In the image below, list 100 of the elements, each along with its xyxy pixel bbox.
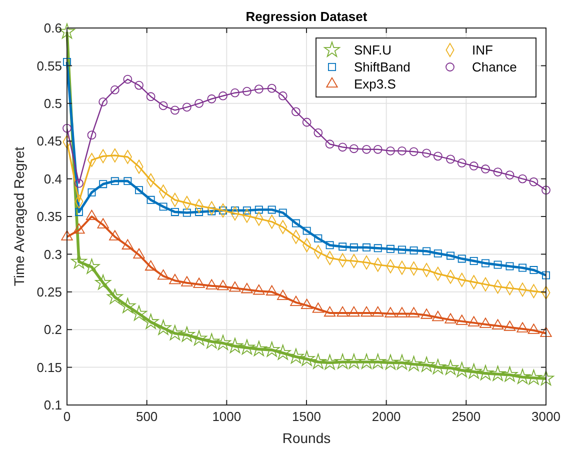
point [350, 243, 358, 252]
point [382, 354, 398, 370]
point [250, 340, 267, 356]
point [88, 188, 96, 196]
point [410, 246, 418, 254]
point [278, 91, 288, 100]
point [518, 264, 527, 272]
point [529, 177, 538, 186]
point [334, 354, 351, 369]
point [434, 249, 442, 258]
point [542, 271, 550, 280]
point [348, 306, 360, 317]
y-tick-label: 0.1 [44, 398, 62, 413]
point [195, 208, 204, 216]
point [458, 254, 466, 263]
point [538, 370, 554, 386]
point [194, 98, 204, 108]
point [478, 364, 494, 380]
point [95, 274, 112, 290]
point [526, 370, 542, 385]
point [408, 307, 420, 318]
point [204, 333, 220, 349]
point [430, 358, 446, 374]
point [456, 314, 468, 325]
point [182, 102, 192, 112]
point [182, 208, 191, 217]
point [314, 234, 322, 242]
point [193, 278, 205, 288]
point [157, 269, 170, 280]
point [418, 356, 435, 372]
point [322, 354, 338, 370]
y-tick-label: 0.3 [44, 246, 62, 262]
point [516, 322, 528, 332]
point [145, 260, 157, 271]
point [230, 88, 240, 98]
point [420, 308, 432, 319]
point [490, 366, 506, 381]
point [229, 281, 241, 292]
point [494, 260, 502, 269]
point [396, 307, 408, 318]
y-tick-label: 0.4 [44, 171, 62, 186]
x-tick-label: 0 [63, 409, 71, 424]
x-tick-label: 3000 [532, 409, 560, 424]
point [86, 210, 98, 220]
point [206, 279, 218, 290]
point [242, 206, 251, 214]
point [442, 360, 458, 375]
point [298, 350, 315, 366]
point [302, 226, 311, 235]
point [290, 296, 302, 306]
x-tick-label: 1000 [212, 409, 242, 424]
point [504, 320, 516, 331]
point [469, 162, 478, 170]
point [241, 282, 253, 294]
point [432, 310, 444, 322]
point [181, 276, 193, 286]
point [178, 326, 195, 342]
point [120, 298, 136, 314]
point [454, 362, 470, 378]
point [218, 91, 228, 100]
y-tick-label: 0.55 [36, 58, 62, 74]
y-axis-title: Time Averaged Regret [11, 146, 27, 286]
point [492, 319, 504, 330]
y-tick-label: 0.2 [44, 322, 62, 338]
point [325, 140, 334, 149]
point [146, 196, 155, 204]
point [278, 208, 287, 217]
point [97, 218, 109, 228]
point [302, 118, 312, 127]
point [502, 366, 518, 382]
point [481, 164, 490, 174]
point [457, 158, 466, 168]
legend-label: Exp3.S [354, 76, 396, 92]
point [73, 223, 85, 234]
point [169, 274, 181, 284]
point [338, 242, 347, 251]
point [386, 146, 395, 156]
x-tick-label: 500 [136, 409, 158, 424]
point [466, 363, 482, 379]
point [106, 288, 123, 304]
point [506, 262, 514, 270]
y-tick-label: 0.45 [36, 134, 62, 149]
point [300, 298, 313, 310]
point [384, 307, 396, 318]
point [134, 80, 144, 90]
x-tick-label: 1500 [292, 409, 321, 424]
point [62, 124, 72, 133]
point [422, 148, 432, 158]
point [99, 180, 108, 188]
point [394, 354, 410, 370]
point [87, 130, 96, 140]
point [422, 247, 431, 256]
point [191, 330, 208, 346]
point [358, 354, 374, 369]
point [398, 246, 406, 254]
legend-label: SNF.U [354, 42, 392, 58]
point [370, 354, 386, 369]
point [146, 92, 156, 102]
point [142, 314, 159, 329]
y-tick-label: 0.15 [36, 360, 62, 375]
